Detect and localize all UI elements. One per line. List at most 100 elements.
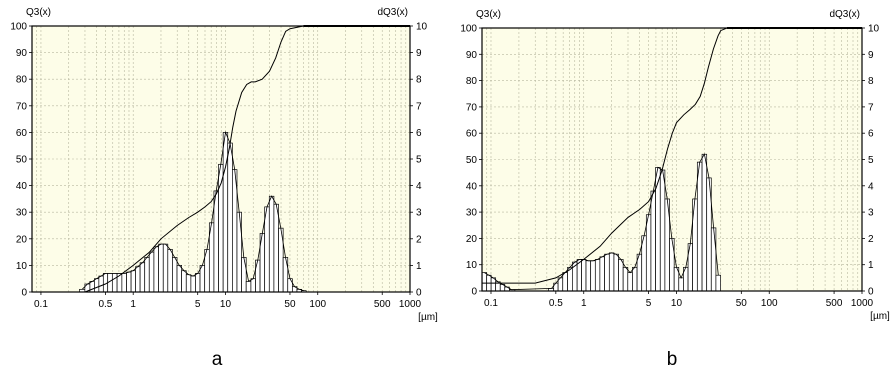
- right-y-tick-label: 10: [868, 24, 880, 35]
- density-line: [484, 153, 719, 291]
- density-bar: [599, 256, 605, 292]
- density-bar: [227, 142, 233, 293]
- density-bar: [650, 190, 656, 292]
- x-tick-label: 0.5: [98, 299, 112, 310]
- left-y-tick-labels: 0 10 20 30 40 50 60 70 80 90 100: [10, 22, 32, 299]
- density-bar: [613, 253, 619, 292]
- left-y-tick-label: 60: [466, 129, 478, 140]
- density-bar: [121, 273, 127, 293]
- density-bar: [148, 251, 155, 293]
- right-y-tick-label: 8: [868, 76, 874, 87]
- x-tick-label: 1: [130, 299, 136, 310]
- left-y-tick-label: 40: [466, 181, 478, 192]
- right-y-tick-label: 9: [868, 50, 874, 61]
- x-axis-unit: [µm]: [418, 312, 438, 323]
- left-y-tick-label: 80: [466, 76, 478, 87]
- panel-caption: a: [212, 349, 223, 370]
- right-y-tick-label: 5: [416, 155, 422, 166]
- right-y-tick-label: 0: [416, 288, 422, 299]
- density-bar: [645, 214, 652, 292]
- x-axis-unit: [µm]: [870, 311, 890, 322]
- x-tick-label: 0.1: [34, 299, 48, 310]
- left-y-tick-label: 90: [16, 48, 28, 59]
- density-bar: [241, 257, 247, 293]
- density-bar: [282, 257, 289, 293]
- density-bar: [604, 253, 610, 292]
- right-y-tick-label: 8: [416, 75, 422, 86]
- right-y-tick-label: 1: [416, 261, 422, 272]
- left-y-tick-label: 100: [460, 24, 477, 35]
- density-bar: [181, 270, 187, 293]
- x-tick-label: 50: [736, 298, 748, 309]
- left-y-tick-label: 10: [16, 261, 28, 272]
- density-bar: [594, 259, 601, 292]
- density-bar: [172, 257, 178, 293]
- x-tick-label: 100: [309, 299, 326, 310]
- density-bar: [264, 206, 270, 293]
- density-bar: [287, 278, 293, 293]
- density-bar: [627, 272, 633, 292]
- density-bar: [176, 265, 182, 293]
- right-y-tick-label: 7: [868, 102, 874, 113]
- x-tick-label: 0.1: [484, 298, 498, 309]
- right-y-tick-label: 7: [416, 101, 422, 112]
- density-bar: [696, 161, 703, 292]
- density-bar: [158, 243, 164, 293]
- left-y-tick-label: 60: [16, 128, 28, 139]
- density-bar: [659, 169, 666, 292]
- density-bar: [185, 274, 192, 293]
- density-bar: [213, 190, 219, 293]
- left-y-tick-label: 50: [16, 155, 28, 166]
- x-tick-label: 0.5: [549, 298, 563, 309]
- x-tick-labels: 0.1 0.5 1 5 10 50 100 500 1000: [484, 291, 874, 309]
- left-y-tick-label: 20: [466, 234, 478, 245]
- density-bar: [268, 195, 275, 293]
- density-bar: [222, 132, 229, 293]
- left-y-tick-label: 100: [10, 22, 27, 33]
- density-bar: [190, 275, 196, 293]
- cumulative-line: [482, 27, 862, 284]
- right-y-tick-label: 9: [416, 48, 422, 59]
- density-bar: [250, 278, 256, 293]
- right-y-tick-label: 6: [868, 129, 874, 140]
- density-line: [81, 130, 305, 292]
- density-bar: [715, 274, 721, 292]
- density-bar: [98, 275, 104, 293]
- density-bar: [139, 262, 146, 293]
- x-tick-label: 50: [284, 299, 296, 310]
- right-y-tick-label: 4: [416, 181, 422, 192]
- right-y-tick-labels: 0 1 2 3 4 5 6 7 8 9 10: [410, 22, 428, 299]
- density-bar: [153, 246, 159, 293]
- density-bar: [111, 273, 118, 293]
- density-bar: [641, 235, 647, 292]
- density-bar: [199, 265, 206, 293]
- density-bar: [618, 259, 624, 292]
- density-bar: [562, 272, 568, 292]
- x-tick-label: 500: [374, 299, 391, 310]
- density-bar: [89, 281, 95, 293]
- density-bar: [94, 278, 100, 293]
- right-y-tick-label: 4: [868, 181, 874, 192]
- left-y-tick-label: 0: [21, 288, 27, 299]
- density-bar: [245, 281, 252, 293]
- right-y-tick-label: 1: [868, 260, 874, 271]
- right-y-tick-label: 2: [868, 234, 874, 245]
- density-bar: [701, 153, 708, 292]
- density-bar: [581, 259, 587, 292]
- left-y-tick-labels: 0 10 20 30 40 50 60 70 80 90 100: [460, 24, 482, 298]
- density-bar: [273, 203, 279, 293]
- left-y-tick-label: 50: [466, 155, 478, 166]
- density-bar: [590, 260, 596, 292]
- left-y-tick-label: 40: [16, 181, 28, 192]
- density-bar: [632, 266, 638, 292]
- right-y-tick-label: 3: [868, 208, 874, 219]
- density-bar: [710, 227, 717, 292]
- right-y-tick-label: 5: [868, 155, 874, 166]
- left-y-tick-label: 70: [16, 101, 28, 112]
- density-bar: [255, 259, 261, 293]
- density-bar: [585, 260, 592, 292]
- right-y-tick-label: 3: [416, 208, 422, 219]
- right-y-tick-label: 0: [868, 287, 874, 298]
